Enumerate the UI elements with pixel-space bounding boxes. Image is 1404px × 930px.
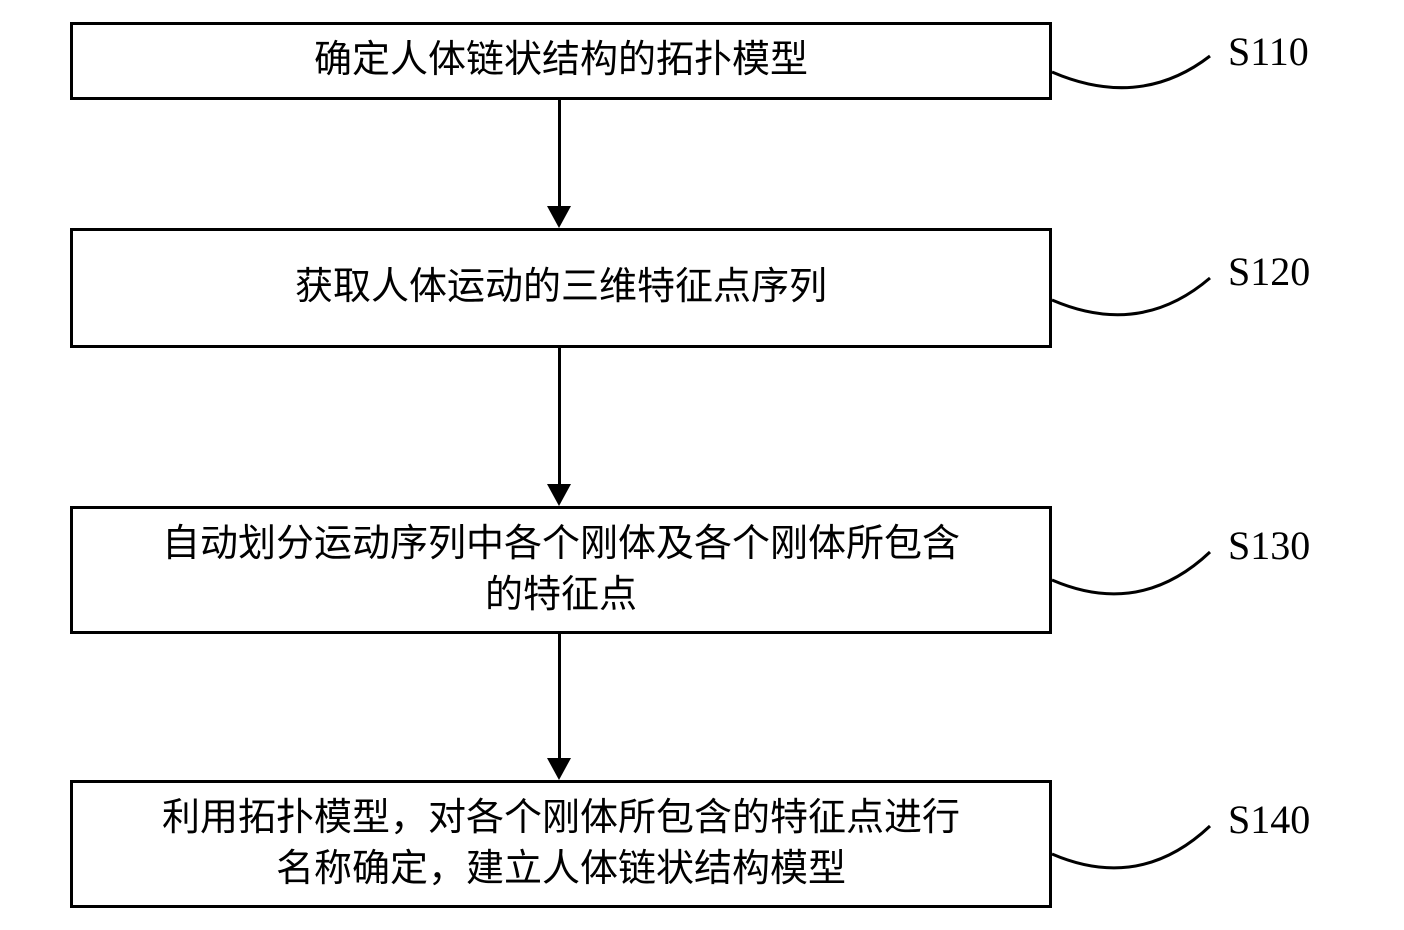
step-s130-callout [1052, 522, 1222, 628]
step-s110-box: 确定人体链状结构的拓扑模型 [70, 22, 1052, 100]
step-s140-callout [1052, 796, 1222, 902]
step-s120-callout [1052, 248, 1222, 348]
step-s110-text: 确定人体链状结构的拓扑模型 [314, 35, 808, 86]
step-s140-label: S140 [1228, 796, 1310, 843]
step-s130-label: S130 [1228, 522, 1310, 569]
step-s120-text: 获取人体运动的三维特征点序列 [295, 262, 827, 313]
arrow-s120-s130 [558, 348, 561, 484]
arrow-s110-s120 [558, 100, 561, 206]
step-s140-box: 利用拓扑模型，对各个刚体所包含的特征点进行 名称确定，建立人体链状结构模型 [70, 780, 1052, 908]
arrow-s110-s120-head [547, 206, 571, 228]
arrow-s130-s140 [558, 634, 561, 758]
flowchart-canvas: 确定人体链状结构的拓扑模型 S110 获取人体运动的三维特征点序列 S120 自… [0, 0, 1404, 930]
arrow-s130-s140-head [547, 758, 571, 780]
step-s130-box: 自动划分运动序列中各个刚体及各个刚体所包含 的特征点 [70, 506, 1052, 634]
step-s110-label: S110 [1228, 28, 1309, 75]
step-s130-text: 自动划分运动序列中各个刚体及各个刚体所包含 的特征点 [162, 519, 960, 622]
step-s140-text: 利用拓扑模型，对各个刚体所包含的特征点进行 名称确定，建立人体链状结构模型 [162, 793, 960, 896]
step-s110-callout [1052, 28, 1222, 118]
step-s120-label: S120 [1228, 248, 1310, 295]
step-s120-box: 获取人体运动的三维特征点序列 [70, 228, 1052, 348]
arrow-s120-s130-head [547, 484, 571, 506]
